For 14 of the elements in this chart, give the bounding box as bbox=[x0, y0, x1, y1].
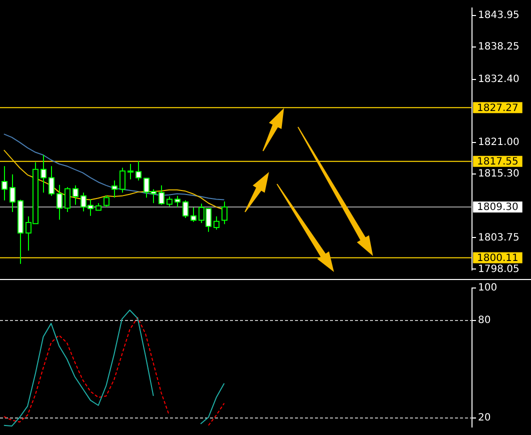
ref-line-label: 1809.30 bbox=[477, 202, 518, 214]
y-tick-label: 80 bbox=[478, 315, 491, 326]
y-tick-label: 1838.25 bbox=[478, 42, 520, 53]
y-tick-label: 1843.95 bbox=[478, 10, 520, 22]
y-tick-label: 1815.30 bbox=[478, 168, 520, 180]
y-tick-label: 1798.05 bbox=[478, 264, 520, 275]
y-tick-label: 1832.40 bbox=[478, 74, 520, 85]
y-tick-label: 20 bbox=[478, 412, 491, 424]
y-tick-label: 1821.00 bbox=[478, 136, 520, 148]
ref-line-label: 1800.11 bbox=[477, 252, 518, 264]
y-tick-label: 1803.75 bbox=[478, 232, 520, 244]
ref-line-label: 1827.27 bbox=[477, 102, 518, 114]
ref-line-label: 1817.55 bbox=[477, 156, 518, 168]
y-tick-label: 100 bbox=[478, 282, 498, 294]
